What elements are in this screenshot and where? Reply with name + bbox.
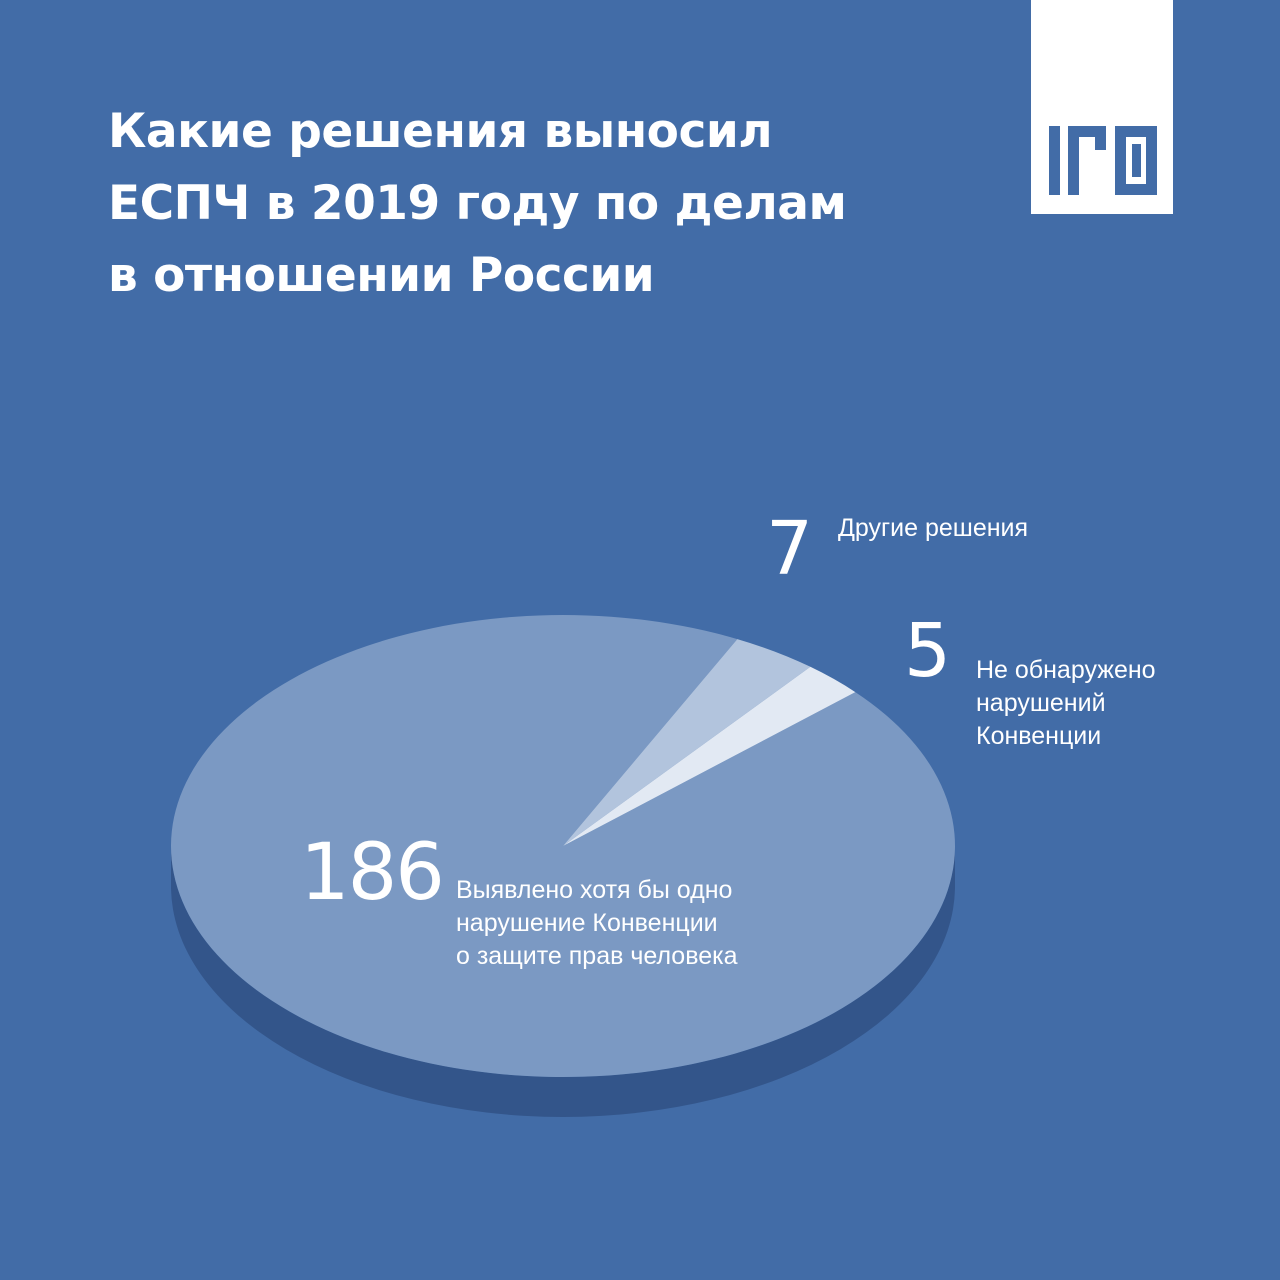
brand-logo-icon — [1049, 126, 1157, 195]
slice-label-violation-line-3: о защите прав человека — [456, 942, 738, 970]
slice-label-no-violation-line-3: Конвенции — [976, 722, 1102, 750]
title-line-1: Какие решения выносил — [108, 104, 773, 159]
pie-side-wall — [171, 846, 955, 1117]
page-title: Какие решения выносил ЕСПЧ в 2019 году п… — [108, 96, 928, 312]
brand-logo — [1031, 0, 1173, 214]
pie-slice-other — [563, 639, 811, 846]
title-line-2: ЕСПЧ в 2019 году по делам — [108, 176, 847, 231]
value-label-no-violation: 5 — [904, 608, 951, 694]
slice-label-no-violation-line-2: нарушений — [976, 689, 1106, 717]
title-line-3: в отношении России — [108, 248, 655, 303]
slice-label-violation: Выявлено хотя бы одно нарушение Конвенци… — [456, 874, 738, 973]
value-label-other: 7 — [766, 506, 813, 592]
slice-label-other-line-1: Другие решения — [838, 514, 1029, 542]
slice-label-violation-line-2: нарушение Конвенции — [456, 909, 718, 937]
pie-slice-no-violation — [563, 666, 856, 846]
pie-slice-violation — [170, 615, 955, 1077]
slice-label-no-violation: Не обнаружено нарушений Конвенции — [976, 654, 1156, 753]
slice-label-other: Другие решения — [838, 512, 1028, 545]
slice-label-no-violation-line-1: Не обнаружено — [976, 656, 1156, 684]
slice-label-violation-line-1: Выявлено хотя бы одно — [456, 876, 733, 904]
value-label-violation: 186 — [300, 828, 445, 918]
